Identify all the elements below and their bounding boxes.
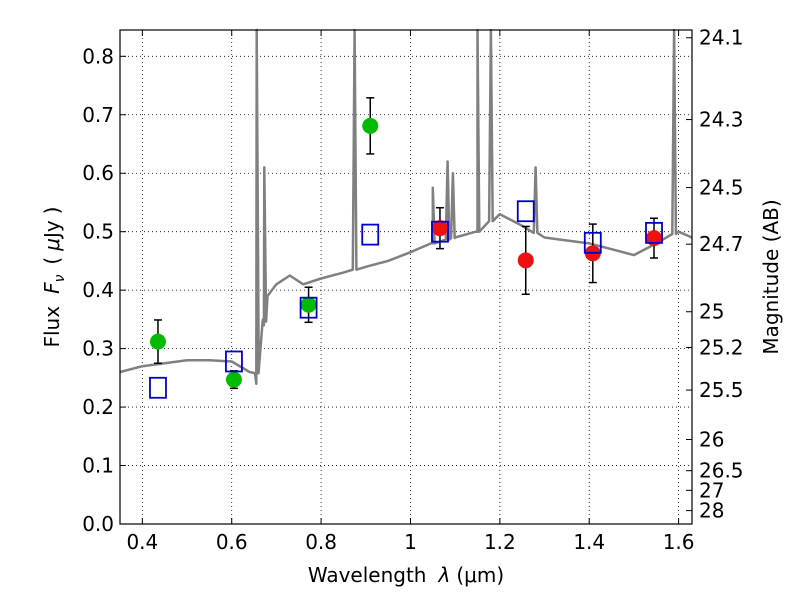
grid — [120, 30, 692, 525]
right-tick-label: 24.3 — [699, 108, 744, 132]
green-data-point — [149, 333, 166, 350]
right-tick-label: 26 — [699, 427, 724, 451]
y-tick-label: 0.4 — [82, 278, 114, 302]
x-tick-label: 1.6 — [663, 530, 695, 554]
x-axis: 0.4 0.6 0.8 1 1.2 1.4 1.6 — [126, 30, 695, 554]
x-tick-label: 0.4 — [126, 530, 158, 554]
green-data-point — [362, 117, 379, 134]
red-data-point — [517, 252, 534, 269]
model-spectrum-line — [119, 28, 693, 385]
data-points — [149, 97, 663, 399]
right-tick-label: 28 — [699, 499, 724, 523]
plot-frame — [119, 29, 693, 525]
y-tick-label: 0.3 — [82, 337, 114, 361]
right-tick-label: 25.5 — [699, 378, 744, 402]
x-axis-title: Wavelength λ (μm) — [308, 563, 504, 587]
right-tick-label: 27 — [699, 478, 724, 502]
right-axis-title: Magnitude (AB) — [759, 199, 783, 354]
model-photometry-square — [299, 296, 318, 319]
y-tick-label: 0.2 — [82, 395, 114, 419]
y-axis: 0.0 0.1 0.2 0.3 0.4 0.5 0.6 0.7 0.8 — [82, 44, 126, 536]
model-photometry-square — [149, 376, 167, 399]
y-tick-label: 0.0 — [82, 512, 114, 536]
model-photometry-square — [431, 220, 449, 243]
y-tick-label: 0.6 — [82, 161, 114, 185]
x-tick-label: 1.2 — [484, 530, 516, 554]
model-photometry-square — [361, 223, 380, 246]
right-tick-label: 24.5 — [699, 176, 744, 200]
y-tick-label: 0.1 — [82, 454, 114, 478]
green-data-point — [300, 296, 317, 313]
model-photometry-square — [516, 200, 535, 223]
y-tick-label: 0.8 — [82, 44, 114, 68]
x-tick-label: 0.6 — [216, 530, 248, 554]
y-tick-label: 0.7 — [82, 103, 114, 127]
right-tick-label: 25 — [699, 300, 724, 324]
right-tick-label: 26.5 — [699, 459, 744, 483]
model-spectrum — [119, 28, 693, 385]
x-tick-label: 1 — [404, 530, 417, 554]
right-tick-label: 24.7 — [699, 232, 744, 256]
model-photometry-square — [645, 221, 663, 244]
right-tick-label: 25.2 — [699, 335, 744, 359]
x-tick-label: 1.4 — [573, 530, 605, 554]
model-photometry-square — [583, 231, 602, 254]
x-tick-label: 0.8 — [305, 530, 337, 554]
red-data-point — [431, 220, 448, 237]
model-photometry-square — [225, 350, 243, 373]
y-tick-label: 0.5 — [82, 220, 114, 244]
right-tick-label: 24.1 — [699, 26, 744, 50]
y-axis-title: FluxFν(μJy) — [40, 206, 68, 347]
green-data-point — [225, 371, 242, 388]
